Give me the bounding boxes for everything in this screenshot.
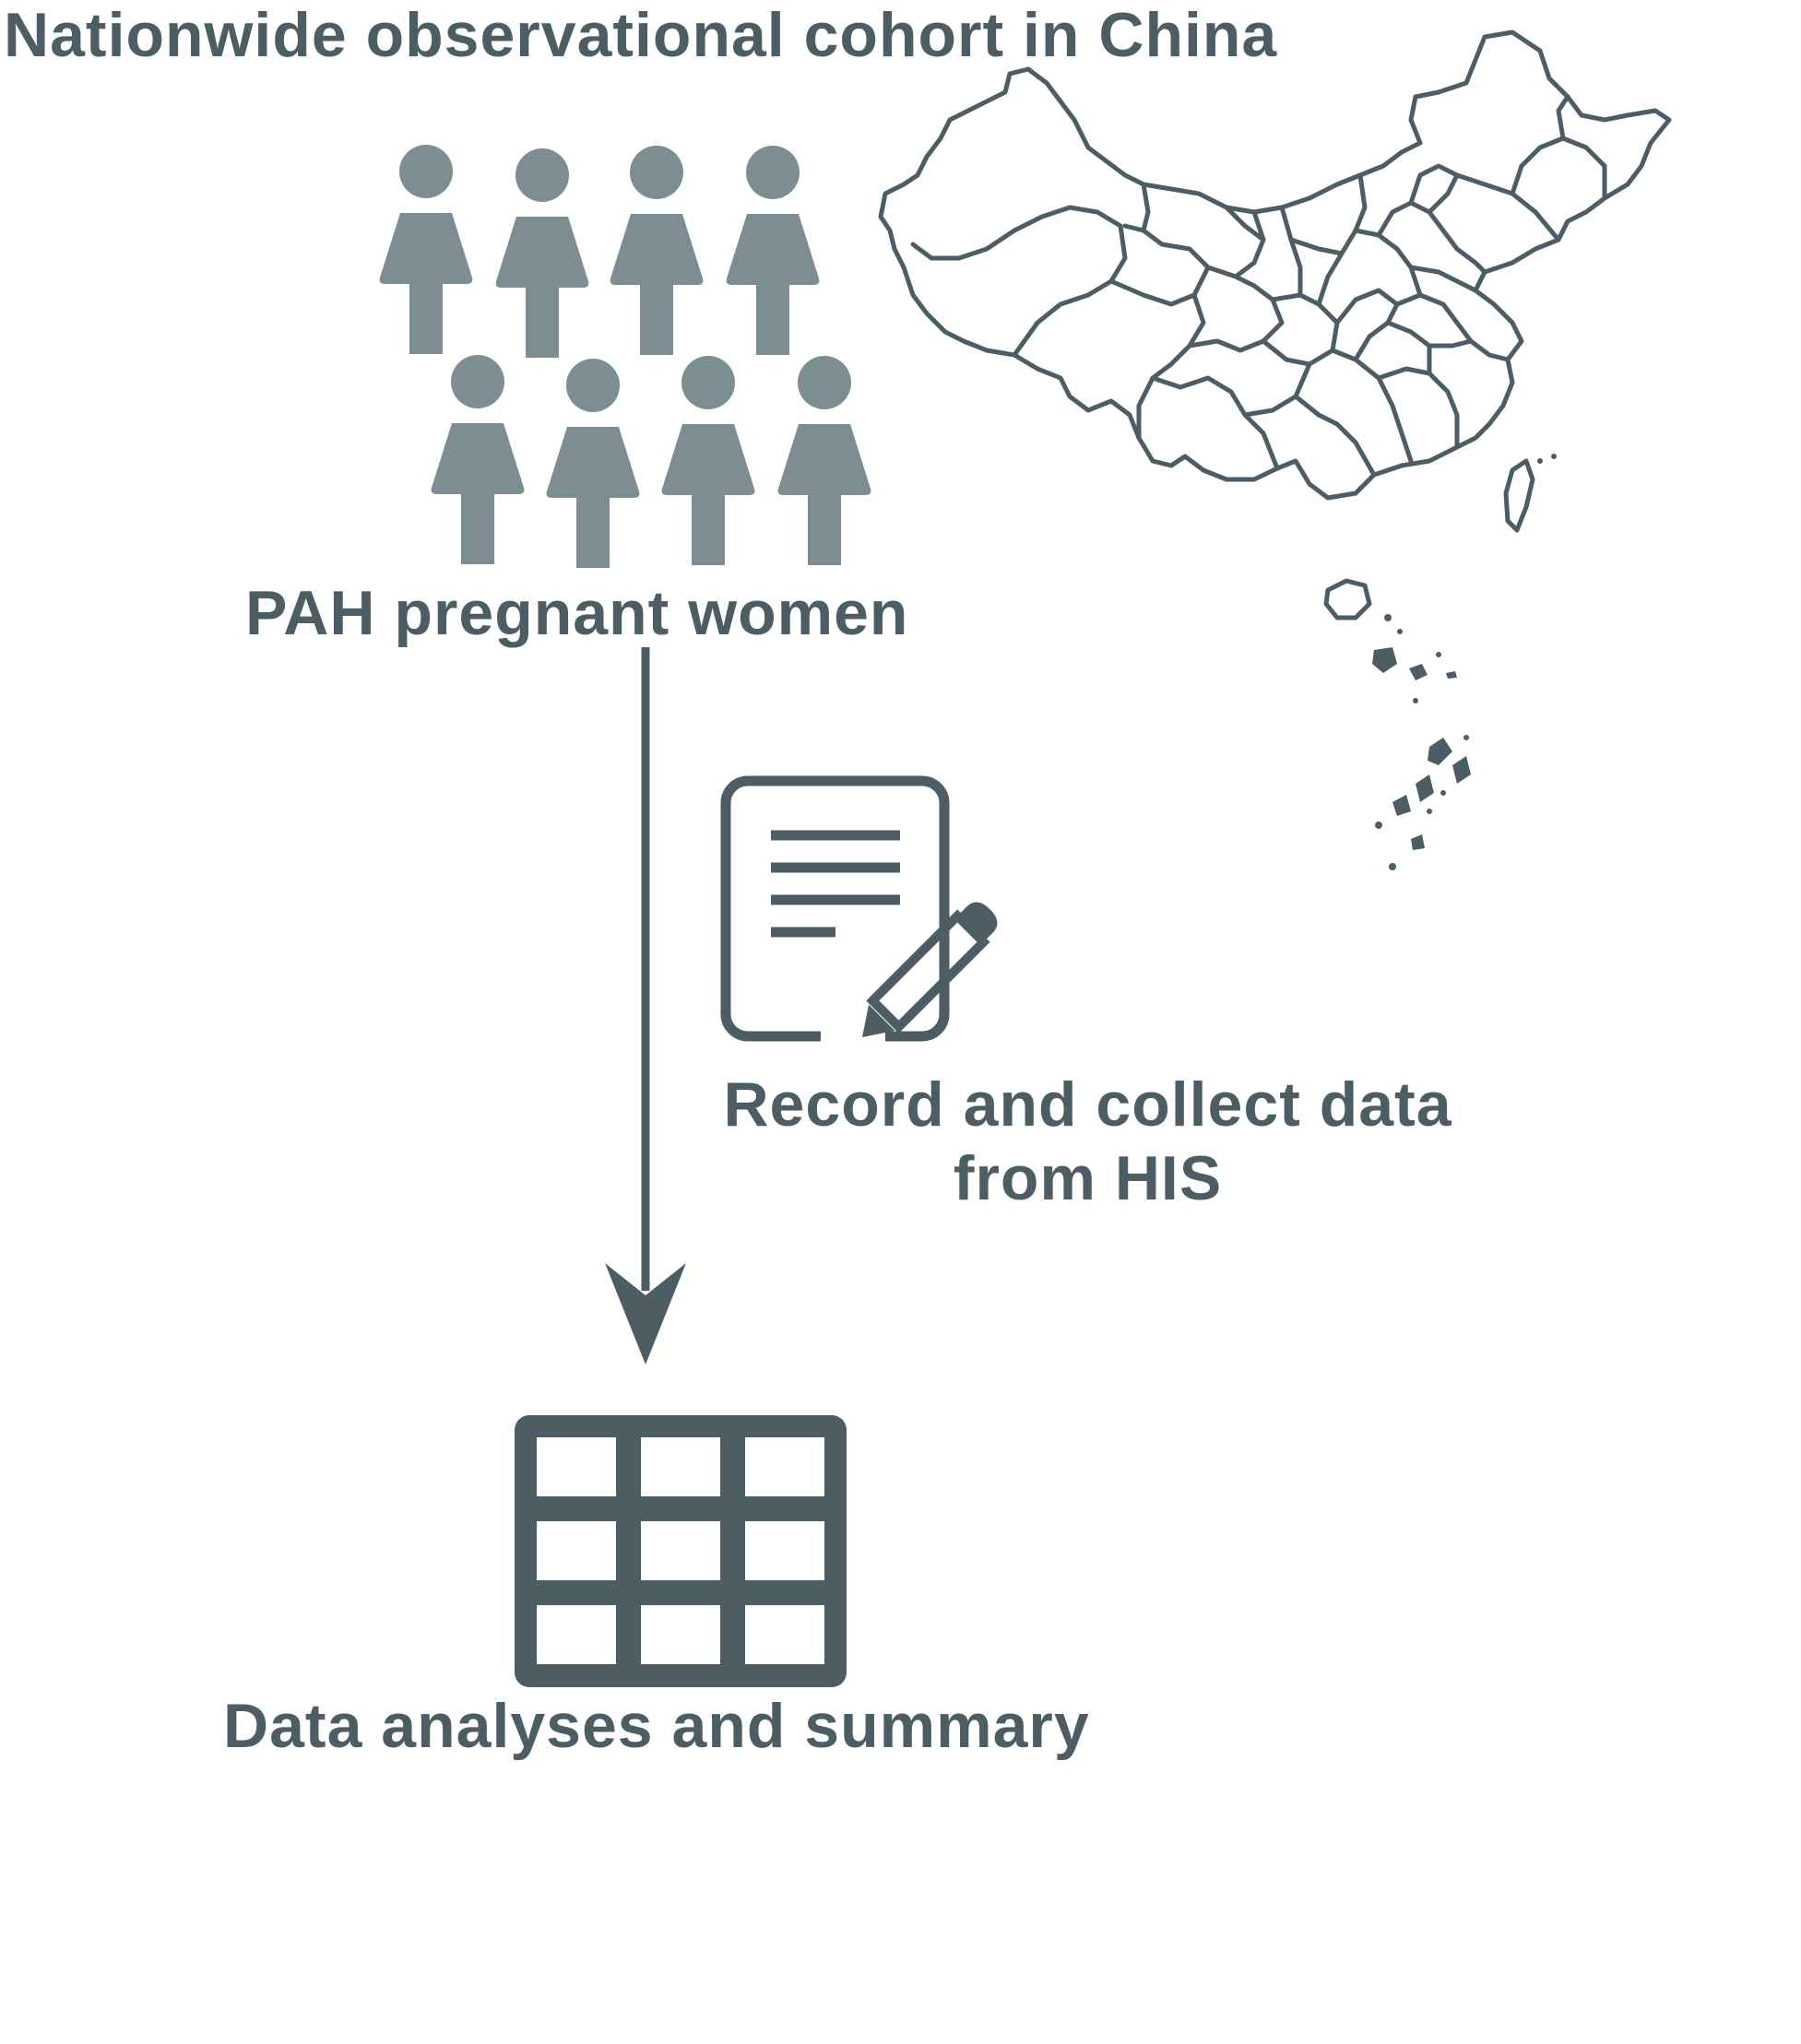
woman-figure-icon	[546, 359, 640, 568]
woman-figure-icon	[726, 146, 820, 355]
diagram-title: Nationwide observational cohort in China	[4, 0, 1278, 70]
cohort-label: PAH pregnant women	[245, 578, 909, 648]
women-group	[379, 145, 871, 568]
woman-figure-icon	[495, 148, 589, 358]
woman-figure-icon	[777, 356, 871, 565]
woman-figure-icon	[610, 146, 704, 355]
data-collection-line-1: Record and collect data	[723, 1069, 1452, 1140]
china-map-icon	[878, 30, 1672, 870]
table-grid-icon	[515, 1415, 847, 1687]
woman-figure-icon	[431, 355, 525, 564]
down-arrow-icon	[605, 647, 686, 1365]
data-collection-label: Record and collect data from HIS	[684, 1068, 1491, 1215]
document-pencil-icon	[720, 775, 998, 1044]
woman-figure-icon	[661, 356, 755, 565]
data-collection-line-2: from HIS	[953, 1143, 1223, 1213]
analysis-label: Data analyses and summary	[223, 1691, 1090, 1761]
woman-figure-icon	[379, 145, 473, 354]
